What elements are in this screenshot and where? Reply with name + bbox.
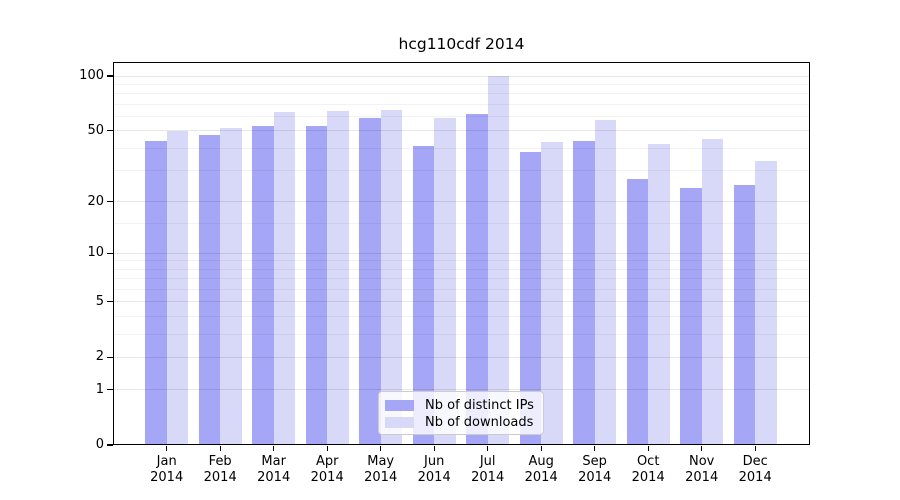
bar-downloads bbox=[434, 117, 456, 445]
legend-item: Nb of downloads bbox=[385, 414, 543, 431]
x-tick-mark bbox=[594, 446, 596, 451]
bar-distinct-ips bbox=[519, 152, 542, 445]
x-tick-label: Jul 2014 bbox=[471, 454, 505, 485]
minor-gridline bbox=[113, 93, 810, 95]
y-tick-label: 0 bbox=[95, 437, 104, 452]
bar-downloads bbox=[166, 130, 189, 445]
y-tick-mark bbox=[107, 388, 113, 391]
x-tick-mark bbox=[754, 446, 756, 451]
y-tick-mark bbox=[107, 444, 113, 446]
bar-downloads bbox=[594, 120, 617, 445]
y-tick-mark bbox=[107, 200, 113, 203]
bar-downloads bbox=[755, 160, 777, 445]
bar-downloads bbox=[220, 127, 242, 445]
x-tick-mark bbox=[166, 446, 168, 451]
x-tick-mark bbox=[380, 446, 382, 451]
minor-gridline bbox=[113, 103, 810, 105]
y-tick-mark bbox=[107, 356, 113, 358]
x-tick-mark bbox=[487, 446, 489, 451]
plot-area bbox=[113, 62, 810, 445]
bar-distinct-ips bbox=[252, 126, 274, 445]
bar-distinct-ips bbox=[573, 140, 595, 445]
axis-spine-bottom bbox=[113, 443, 810, 445]
x-tick-label: Dec 2014 bbox=[738, 454, 772, 485]
x-tick-label: Jan 2014 bbox=[150, 454, 184, 485]
y-tick-mark bbox=[107, 75, 113, 77]
legend-label: Nb of downloads bbox=[425, 415, 534, 430]
minor-gridline bbox=[113, 83, 810, 85]
x-tick-label: Nov 2014 bbox=[685, 454, 719, 485]
y-tick-mark bbox=[107, 252, 113, 254]
x-tick-mark bbox=[701, 446, 703, 451]
x-tick-mark bbox=[273, 446, 275, 451]
bar-downloads bbox=[701, 138, 724, 445]
legend-swatch-downloads bbox=[385, 417, 414, 428]
bar-downloads bbox=[648, 144, 670, 445]
x-tick-mark bbox=[540, 446, 542, 451]
bar-distinct-ips bbox=[680, 187, 702, 445]
bar-downloads bbox=[487, 76, 510, 445]
y-tick-mark bbox=[107, 130, 113, 132]
bar-distinct-ips bbox=[305, 126, 328, 445]
axis-spine-right bbox=[808, 62, 810, 445]
legend-item: Nb of distinct IPs bbox=[385, 397, 543, 414]
bar-distinct-ips bbox=[466, 113, 488, 445]
x-tick-label: May 2014 bbox=[364, 454, 398, 485]
bar-downloads bbox=[273, 112, 296, 445]
y-tick-mark bbox=[107, 301, 113, 303]
legend: Nb of distinct IPs Nb of downloads bbox=[378, 391, 544, 435]
bar-downloads bbox=[541, 142, 563, 445]
y-tick-label: 2 bbox=[95, 349, 104, 365]
x-tick-mark bbox=[433, 446, 435, 451]
x-tick-label: Oct 2014 bbox=[631, 454, 665, 485]
y-tick-label: 20 bbox=[87, 193, 104, 209]
bar-distinct-ips bbox=[733, 184, 756, 445]
x-tick-label: Aug 2014 bbox=[524, 454, 558, 485]
y-tick-label: 1 bbox=[95, 381, 104, 397]
bar-distinct-ips bbox=[359, 117, 381, 445]
y-tick-label: 100 bbox=[79, 68, 104, 83]
y-tick-label: 10 bbox=[87, 245, 104, 261]
y-tick-label: 5 bbox=[95, 293, 104, 309]
major-gridline bbox=[113, 130, 810, 132]
axis-spine-top bbox=[113, 62, 810, 64]
legend-swatch-distinct-ips bbox=[385, 400, 414, 411]
x-tick-mark bbox=[326, 446, 328, 451]
bar-downloads bbox=[380, 110, 403, 445]
x-tick-mark bbox=[647, 446, 649, 451]
x-tick-label: Jun 2014 bbox=[417, 454, 451, 485]
legend-label: Nb of distinct IPs bbox=[425, 398, 534, 413]
x-tick-label: Sep 2014 bbox=[578, 454, 612, 485]
bar-downloads bbox=[327, 111, 349, 445]
bar-distinct-ips bbox=[198, 135, 221, 445]
bar-distinct-ips bbox=[412, 146, 435, 445]
major-gridline bbox=[113, 75, 810, 77]
bar-distinct-ips bbox=[145, 140, 167, 445]
axis-spine-left bbox=[113, 62, 115, 445]
x-tick-mark bbox=[219, 446, 221, 451]
chart-title: hcg110cdf 2014 bbox=[398, 35, 525, 53]
x-tick-label: Mar 2014 bbox=[257, 454, 291, 485]
x-tick-label: Feb 2014 bbox=[203, 454, 237, 485]
x-tick-label: Apr 2014 bbox=[310, 454, 344, 485]
minor-gridline bbox=[113, 115, 810, 117]
y-tick-label: 50 bbox=[87, 122, 104, 138]
bar-distinct-ips bbox=[626, 178, 649, 445]
